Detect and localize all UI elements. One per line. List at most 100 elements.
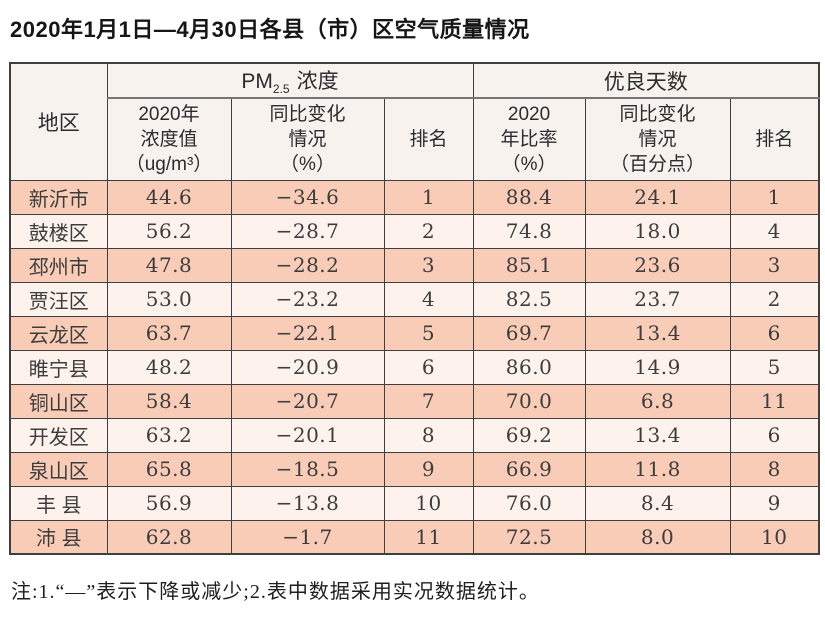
pm-value-cell: 62.8 <box>106 519 232 555</box>
pm-value-cell: 47.8 <box>106 247 232 283</box>
table-body: 新沂市 44.6 −34.6 1 88.4 24.1 1 鼓楼区 56.2 −2… <box>9 179 820 555</box>
pm-rank-cell: 8 <box>383 417 474 453</box>
pm-change-cell: −1.7 <box>230 519 385 555</box>
pm-rank-cell: 4 <box>383 281 474 317</box>
pm-change-cell: −20.7 <box>230 383 385 419</box>
column-header-good-rate: 2020 年比率 （%） <box>472 97 586 181</box>
good-change-cell: 8.4 <box>584 485 731 521</box>
pm-change-cell: −18.5 <box>230 451 385 487</box>
good-change-cell: 6.8 <box>584 383 731 419</box>
good-rate-cell: 88.4 <box>472 179 586 215</box>
good-rank-cell: 8 <box>729 451 820 487</box>
pm-change-cell: −22.1 <box>230 315 385 351</box>
good-rank-cell: 6 <box>729 417 820 453</box>
pm-change-cell: −28.2 <box>230 247 385 283</box>
pm-change-cell: −23.2 <box>230 281 385 317</box>
table-row: 云龙区 63.7 −22.1 5 69.7 13.4 6 <box>9 315 820 351</box>
good-change-cell: 24.1 <box>584 179 731 215</box>
column-header-good-rank: 排名 <box>729 97 820 181</box>
table-row: 贾汪区 53.0 −23.2 4 82.5 23.7 2 <box>9 281 820 317</box>
good-rank-cell: 10 <box>729 519 820 555</box>
column-header-good-change: 同比变化 情况 （百分点） <box>584 97 731 181</box>
good-rank-cell: 1 <box>729 179 820 215</box>
pm-rank-cell: 3 <box>383 247 474 283</box>
column-header-good-days-group: 优良天数 <box>472 62 820 99</box>
pm25-label-suffix: 浓度 <box>296 69 339 93</box>
pm-value-cell: 63.2 <box>106 417 232 453</box>
pm-value-cell: 48.2 <box>106 349 232 385</box>
pm-change-cell: −28.7 <box>230 213 385 249</box>
pm-change-cell: −13.8 <box>230 485 385 521</box>
header-sub-row: 2020年 浓度值 （ug/m³） 同比变化 情况 （%） 排名 2020 年比… <box>10 97 820 181</box>
good-change-cell: 14.9 <box>584 349 731 385</box>
air-quality-table: 地区 PM2.5 浓度 优良天数 2020年 浓度值 （ug/m³） 同比变化 情… <box>9 62 821 555</box>
region-cell: 泉山区 <box>9 451 108 487</box>
good-rate-cell: 74.8 <box>472 213 586 249</box>
region-cell: 贾汪区 <box>9 281 108 317</box>
pm-value-cell: 53.0 <box>106 281 232 317</box>
good-change-cell: 8.0 <box>584 519 731 555</box>
region-cell: 鼓楼区 <box>9 213 108 249</box>
column-header-region: 地区 <box>9 62 108 181</box>
region-cell: 新沂市 <box>9 179 108 215</box>
good-rank-cell: 9 <box>729 485 820 521</box>
pm-change-cell: −20.1 <box>230 417 385 453</box>
pm-value-cell: 63.7 <box>106 315 232 351</box>
table-row: 沛 县 62.8 −1.7 11 72.5 8.0 10 <box>9 519 820 555</box>
pm-rank-cell: 11 <box>383 519 474 555</box>
table-row: 邳州市 47.8 −28.2 3 85.1 23.6 3 <box>9 247 820 283</box>
table-row: 泉山区 65.8 −18.5 9 66.9 11.8 8 <box>9 451 820 487</box>
pm-change-cell: −20.9 <box>230 349 385 385</box>
table-row: 开发区 63.2 −20.1 8 69.2 13.4 6 <box>9 417 820 453</box>
column-header-pm-rank: 排名 <box>383 97 474 181</box>
footnote: 注:1.“—”表示下降或减少;2.表中数据采用实况数据统计。 <box>11 581 540 603</box>
pm-rank-cell: 9 <box>383 451 474 487</box>
good-rank-cell: 6 <box>729 315 820 351</box>
good-rate-cell: 69.7 <box>472 315 586 351</box>
pm-value-cell: 44.6 <box>106 179 232 215</box>
good-rank-cell: 11 <box>729 383 820 419</box>
table-header: 地区 PM2.5 浓度 优良天数 2020年 浓度值 （ug/m³） 同比变化 情… <box>9 62 820 181</box>
good-rank-cell: 5 <box>729 349 820 385</box>
good-rate-cell: 76.0 <box>472 485 586 521</box>
good-rank-cell: 3 <box>729 247 820 283</box>
pm-change-cell: −34.6 <box>230 179 385 215</box>
good-change-cell: 13.4 <box>584 315 731 351</box>
pm-value-cell: 65.8 <box>106 451 232 487</box>
table-row: 睢宁县 48.2 −20.9 6 86.0 14.9 5 <box>9 349 820 385</box>
region-cell: 铜山区 <box>9 383 108 419</box>
pm-rank-cell: 10 <box>383 485 474 521</box>
region-cell: 云龙区 <box>9 315 108 351</box>
region-cell: 睢宁县 <box>9 349 108 385</box>
column-header-pm-change: 同比变化 情况 （%） <box>230 97 385 181</box>
pm-value-cell: 56.2 <box>106 213 232 249</box>
good-rate-cell: 72.5 <box>472 519 586 555</box>
pm25-label-prefix: PM <box>241 69 273 93</box>
table-row: 丰 县 56.9 −13.8 10 76.0 8.4 9 <box>9 485 820 521</box>
region-cell: 开发区 <box>9 417 108 453</box>
page: 2020年1月1日—4月30日各县（市）区空气质量情况 地区 PM2.5 浓度 优… <box>9 17 821 603</box>
good-rank-cell: 4 <box>729 213 820 249</box>
good-change-cell: 11.8 <box>584 451 731 487</box>
good-rate-cell: 85.1 <box>472 247 586 283</box>
pm-rank-cell: 6 <box>383 349 474 385</box>
pm-value-cell: 56.9 <box>106 485 232 521</box>
table-row: 铜山区 58.4 −20.7 7 70.0 6.8 11 <box>9 383 820 419</box>
header-group-row: 地区 PM2.5 浓度 优良天数 <box>9 62 820 181</box>
good-rate-cell: 86.0 <box>472 349 586 385</box>
region-cell: 邳州市 <box>9 247 108 283</box>
pm-rank-cell: 2 <box>383 213 474 249</box>
good-rank-cell: 2 <box>729 281 820 317</box>
table-row: 新沂市 44.6 −34.6 1 88.4 24.1 1 <box>9 179 820 215</box>
good-change-cell: 18.0 <box>584 213 731 249</box>
column-header-pm25-group: PM2.5 浓度 <box>106 62 474 99</box>
region-cell: 丰 县 <box>9 485 108 521</box>
good-rate-cell: 82.5 <box>472 281 586 317</box>
pm-value-cell: 58.4 <box>106 383 232 419</box>
good-change-cell: 23.7 <box>584 281 731 317</box>
pm-rank-cell: 1 <box>383 179 474 215</box>
pm25-label-subscript: 2.5 <box>272 82 290 97</box>
pm-rank-cell: 7 <box>383 383 474 419</box>
pm-rank-cell: 5 <box>383 315 474 351</box>
good-rate-cell: 66.9 <box>472 451 586 487</box>
